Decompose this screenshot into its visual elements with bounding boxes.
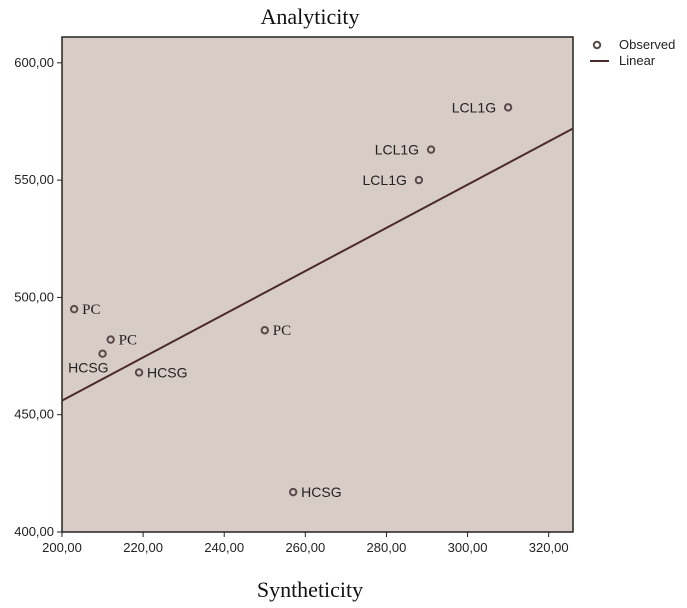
legend-observed-marker <box>592 40 602 50</box>
chart-title: Analyticity <box>261 4 360 29</box>
data-point <box>69 304 79 314</box>
legend: Observed Linear <box>590 37 675 68</box>
data-point-label: LCL1G <box>363 172 407 188</box>
data-point-label: HCSG <box>301 484 341 500</box>
data-point <box>288 487 298 497</box>
x-tick-label: 300,00 <box>448 540 488 555</box>
y-tick-label: 400,00 <box>14 524 54 539</box>
data-point <box>503 103 513 112</box>
y-tick-label: 450,00 <box>14 407 54 422</box>
data-point-label: PC <box>273 323 291 339</box>
data-point-label: PC <box>119 333 137 349</box>
data-point-label: HCSG <box>147 364 187 380</box>
x-tick-label: 260,00 <box>285 540 325 555</box>
x-tick-label: 220,00 <box>123 540 163 555</box>
x-tick-label: 280,00 <box>367 540 407 555</box>
x-axis-label: Syntheticity <box>257 577 363 602</box>
data-point-label: LCL1G <box>452 99 496 115</box>
data-point <box>106 335 115 344</box>
legend-observed-label: Observed <box>619 37 675 52</box>
y-tick-label: 600,00 <box>14 55 54 70</box>
y-tick-label: 500,00 <box>14 289 54 304</box>
data-point <box>260 326 269 335</box>
data-point <box>414 175 424 185</box>
x-axis: 200,00 220,00 240,00 260,00 280,00 300,00 320,… <box>42 532 569 555</box>
y-tick-label: 550,00 <box>14 172 54 187</box>
plot-area <box>61 36 574 533</box>
data-point-label: LCL1G <box>375 142 419 158</box>
data-point-label: HCSG <box>68 360 108 376</box>
legend-linear-label: Linear <box>619 53 656 68</box>
data-points: LCL1G LCL1G LCL1G PC PC HCSG HCSG PC HCSG <box>68 99 513 500</box>
x-tick-label: 240,00 <box>204 540 244 555</box>
linear-fit-line <box>61 127 574 402</box>
x-tick-label: 320,00 <box>529 540 569 555</box>
data-point <box>134 368 144 377</box>
x-tick-label: 200,00 <box>42 540 82 555</box>
data-point-label: PC <box>82 302 100 318</box>
y-axis: 400,00 450,00 500,00 550,00 600,00 <box>14 55 62 539</box>
data-point <box>98 349 107 358</box>
data-point <box>426 145 436 154</box>
